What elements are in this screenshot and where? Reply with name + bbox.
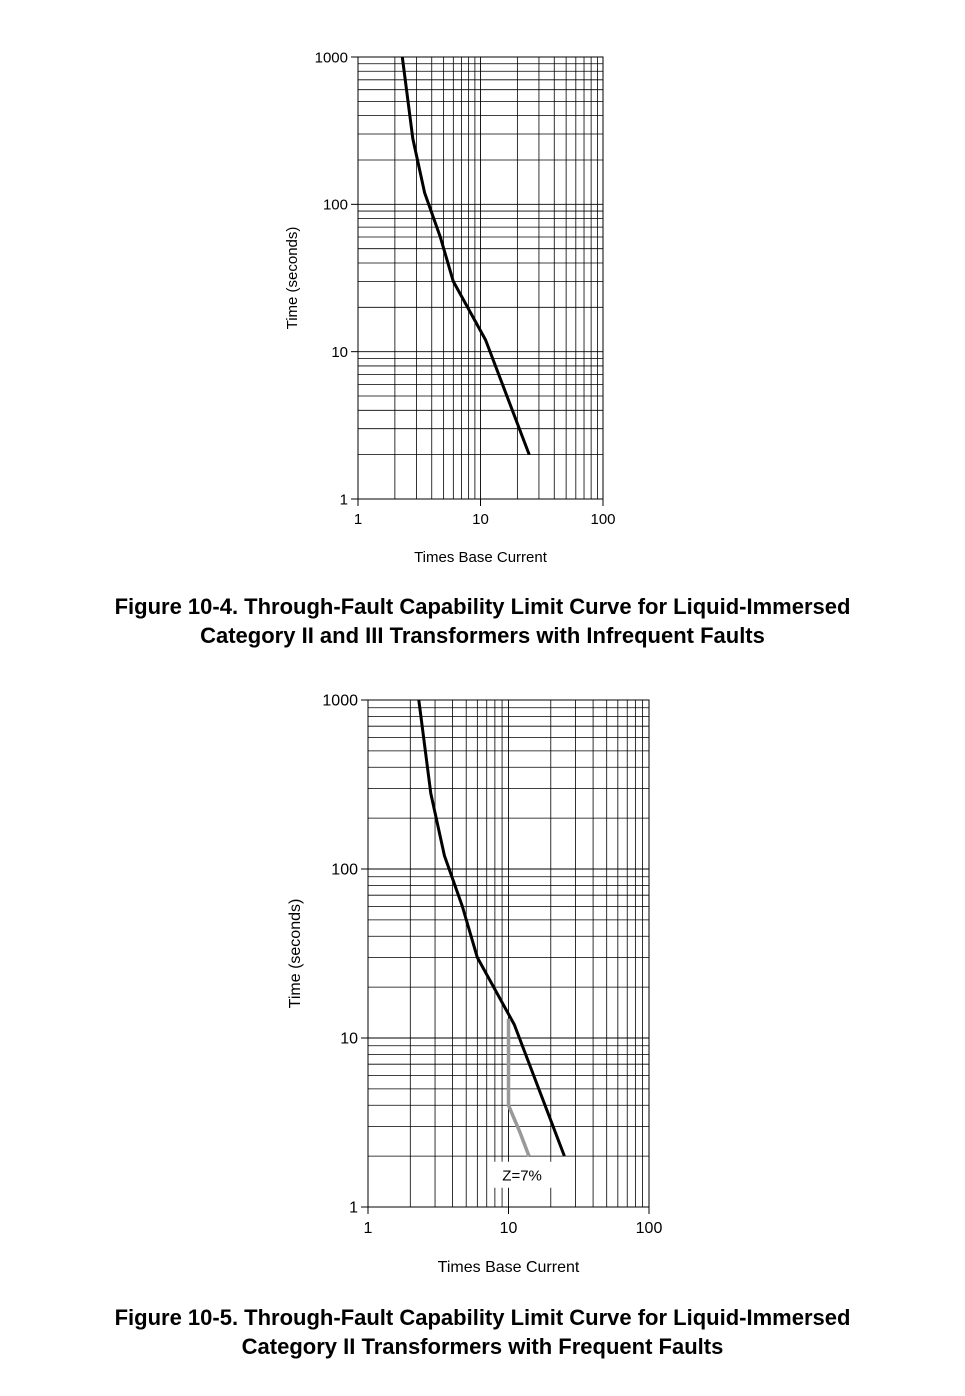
y-axis-label: Time (seconds) <box>284 227 301 330</box>
plot-grid <box>358 57 603 499</box>
caption-line-1: Figure 10-5. Through-Fault Capability Li… <box>114 1305 851 1330</box>
figure-10-4: 1 10 100 1 10 100 1000 Times Base Current Time (… <box>0 0 965 590</box>
caption-line-1: Figure 10-4. Through-Fault Capability Li… <box>114 594 851 619</box>
y-tick-label: 100 <box>323 197 348 214</box>
x-tick-label: 10 <box>472 511 489 528</box>
chart-10-5: 1 10 100 1 10 100 1000 Times Base Current Time (… <box>287 693 663 1276</box>
limit-curve <box>400 56 531 456</box>
x-tick-label: 1 <box>364 1220 373 1237</box>
chart-10-4: 1 10 100 1 10 100 1000 Times Base Current Time (… <box>284 49 616 566</box>
y-tick-label: 1 <box>340 491 348 508</box>
x-tick-label: 10 <box>500 1220 518 1237</box>
y-tick-label: 1 <box>349 1200 358 1217</box>
x-tick-label: 1 <box>354 511 362 528</box>
y-tick-label: 1000 <box>315 49 348 66</box>
caption-line-2: Category II and III Transformers with In… <box>200 623 765 648</box>
y-tick-label: 100 <box>331 862 358 879</box>
figure-10-5: 1 10 100 1 10 100 1000 Times Base Current Time (… <box>0 680 965 1290</box>
y-axis-label: Time (seconds) <box>287 899 304 1009</box>
figure-10-5-caption: Figure 10-5. Through-Fault Capability Li… <box>0 1303 965 1361</box>
y-tick-label: 10 <box>331 344 348 361</box>
caption-line-2: Category II Transformers with Frequent F… <box>241 1334 724 1359</box>
limit-curve <box>417 699 566 1157</box>
x-axis-label: Times Base Current <box>438 1259 580 1276</box>
x-tick-label: 100 <box>636 1220 663 1237</box>
plot-grid <box>368 700 649 1207</box>
annotation-label: Z=7% <box>502 1168 542 1185</box>
y-tick-label: 1000 <box>322 693 358 710</box>
y-tick-label: 10 <box>340 1031 358 1048</box>
x-axis-label: Times Base Current <box>414 549 548 566</box>
annotation-background <box>492 1161 553 1188</box>
figure-10-4-caption: Figure 10-4. Through-Fault Capability Li… <box>0 592 965 650</box>
x-tick-label: 100 <box>590 511 615 528</box>
impedance-curve <box>506 1018 531 1157</box>
